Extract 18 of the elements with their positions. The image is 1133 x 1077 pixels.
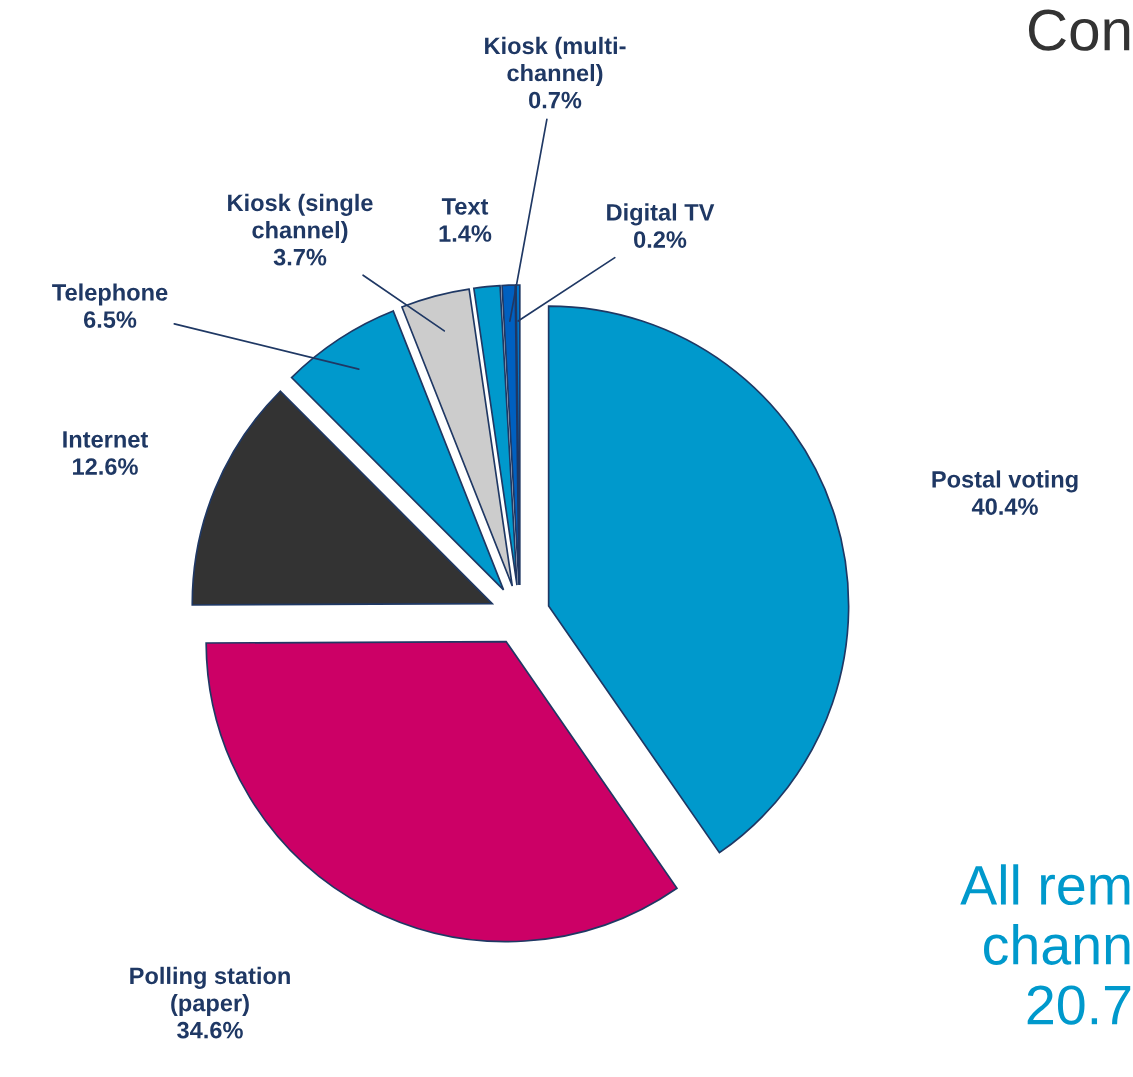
slice-label: Digital TV [607, 203, 715, 226]
data-label: 1.4% [439, 225, 492, 242]
slice-label: Internet [63, 431, 149, 448]
data-label: 34.6% [177, 1021, 243, 1039]
slice-label: Postal voting [932, 470, 1078, 493]
data-label: 0.2% [634, 231, 687, 248]
data-label: 12.6% [73, 458, 138, 475]
data-label: 40.4% [971, 498, 1038, 515]
text: All rem chann 20.7 [960, 864, 1131, 1025]
data-label: 6.5% [83, 311, 137, 328]
slice-label: Polling station (paper) [130, 966, 290, 1017]
data-label: 0.7% [529, 91, 582, 109]
data-label: 3.7% [273, 248, 327, 266]
text: Con [1028, 9, 1130, 51]
slice-label: Kiosk (single channel) [228, 193, 373, 244]
slice-label: Text [441, 198, 489, 215]
slice-label: Kiosk (multi- channel) [485, 36, 626, 86]
slice-label: Telephone [52, 283, 168, 306]
